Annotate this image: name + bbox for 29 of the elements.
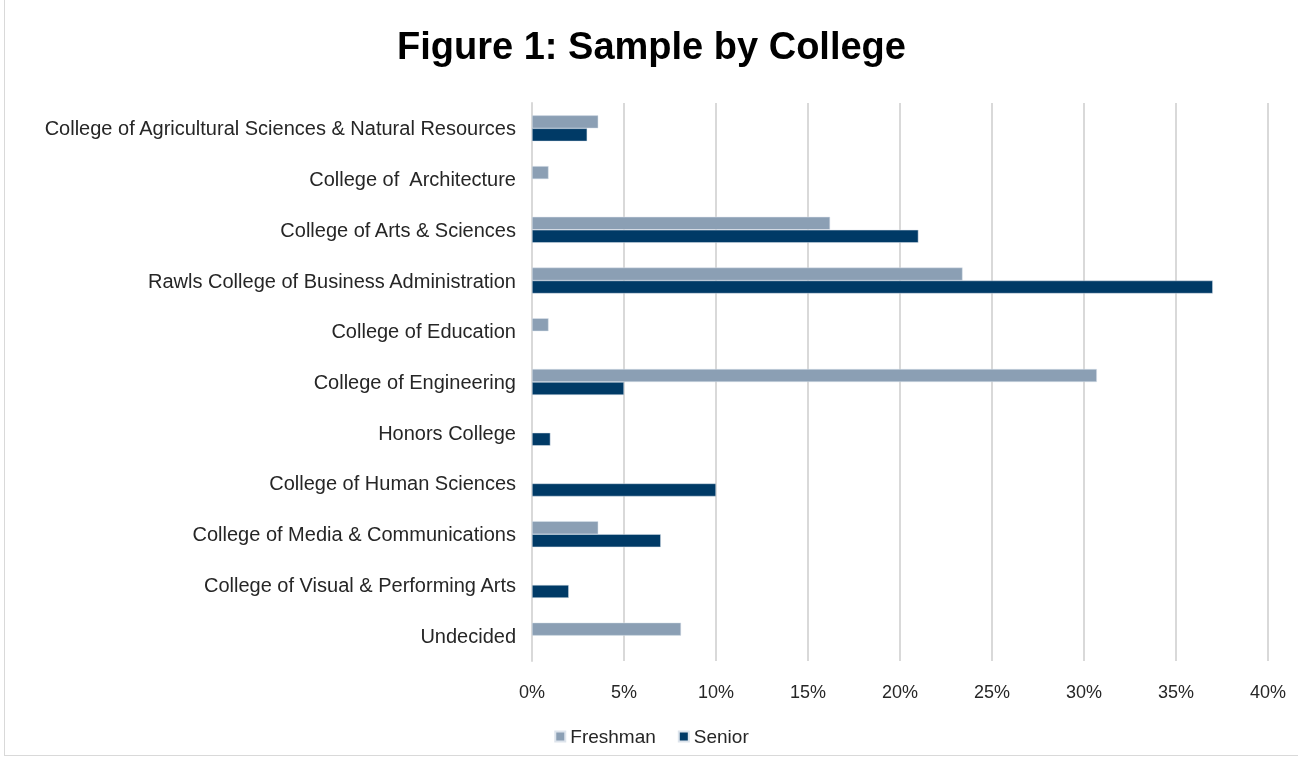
y-tick-label: College of Visual & Performing Arts <box>203 573 516 596</box>
y-tick-label: Undecided <box>420 624 516 647</box>
y-tick-label: Honors College <box>378 421 516 444</box>
legend-label: Senior <box>693 726 750 747</box>
y-tick-label: College of Media & Communications <box>192 523 516 546</box>
y-tick-label: College of Arts & Sciences <box>280 218 516 241</box>
y-tick-label: College of Human Sciences <box>269 472 516 495</box>
x-tick-label: 40% <box>1249 682 1287 702</box>
x-tick-label: 25% <box>973 682 1011 702</box>
x-tick-label: 30% <box>1065 682 1103 702</box>
x-tick-label: 35% <box>1157 682 1195 702</box>
bar <box>532 432 551 446</box>
legend-label: Freshman <box>570 726 656 747</box>
chart-title: Figure 1: Sample by College <box>397 25 906 67</box>
y-tick-label: College of Engineering <box>313 371 516 393</box>
bar <box>532 483 716 497</box>
x-tick-label: 15% <box>789 682 827 702</box>
x-tick-label: 20% <box>881 682 919 702</box>
y-tick-label: College of Agricultural Sciences & Natural Resources <box>44 117 516 140</box>
x-tick-label: 5% <box>610 682 638 702</box>
y-tick-label: College of Education <box>331 320 516 343</box>
bar <box>532 584 569 598</box>
y-tick-label: Rawls College of Business Administration <box>148 269 516 292</box>
bar <box>532 318 549 332</box>
y-tick-label: College of Architecture <box>309 168 516 191</box>
bar <box>532 166 549 180</box>
x-tick-label: 0% <box>518 682 546 702</box>
bar <box>532 622 682 636</box>
x-tick-label: 10% <box>697 682 735 702</box>
